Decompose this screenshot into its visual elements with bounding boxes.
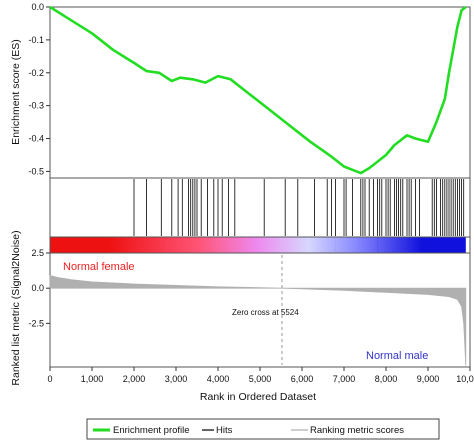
x-tick-label: 5,000 <box>249 374 272 384</box>
x-tick-label: 7,000 <box>333 374 356 384</box>
ranked-metric-panel: 2.5 0.0 -2.5 <box>28 248 471 368</box>
es-y-tick-label: -0.2 <box>28 68 44 78</box>
ranking-color-bar <box>50 237 466 253</box>
es-y-tick-label: -0.4 <box>28 134 44 144</box>
legend-box <box>86 418 440 440</box>
x-tick-label: 9,000 <box>417 374 440 384</box>
x-tick-label: 1,000 <box>81 374 104 384</box>
ranked-y-tick-label: -2.5 <box>28 318 44 328</box>
ranking-metric-area <box>49 274 467 366</box>
zero-cross-label: Zero cross at 5524 <box>232 308 299 317</box>
legend-label-hits: Hits <box>216 425 233 436</box>
es-y-tick-label: -0.1 <box>28 35 44 45</box>
x-axis: 0 1,000 2,000 3,000 4,000 5,000 6,000 7,000 8,00… <box>47 367 474 384</box>
right-phenotype-label: Normal male <box>366 350 428 362</box>
x-tick-label: 6,000 <box>291 374 314 384</box>
es-y-tick-label: -0.3 <box>28 101 44 111</box>
ranked-y-tick-label: 0.0 <box>31 283 44 293</box>
legend-label-ranking: Ranking metric scores <box>310 425 404 436</box>
x-axis-label: Rank in Ordered Dataset <box>200 391 316 403</box>
x-tick-label: 8,000 <box>375 374 398 384</box>
legend: Enrichment profile Hits Ranking metric s… <box>86 418 440 440</box>
ranked-y-tick-label: 2.5 <box>31 248 44 258</box>
x-tick-label: 10,000 <box>456 374 474 384</box>
x-tick-label: 0 <box>47 374 52 384</box>
x-tick-label: 2,000 <box>123 374 146 384</box>
legend-label-enrichment: Enrichment profile <box>113 425 190 436</box>
x-tick-label: 3,000 <box>165 374 188 384</box>
ranking-heatmap-bar <box>49 236 471 254</box>
left-phenotype-label: Normal female <box>63 261 135 273</box>
es-y-axis-label: Enrichment score (ES) <box>10 39 22 145</box>
ranked-plot-frame <box>49 252 471 368</box>
es-y-tick-label: -0.5 <box>28 166 44 176</box>
enrichment-score-panel: 0.0 -0.1 -0.2 -0.3 -0.4 -0.5 <box>28 2 471 179</box>
ranked-y-axis-label: Ranked list metric (Signal2Noise) <box>10 230 22 385</box>
x-tick-label: 4,000 <box>207 374 230 384</box>
hits-panel <box>49 177 471 238</box>
es-plot-frame <box>49 6 471 179</box>
enrichment-profile-line <box>49 5 467 175</box>
es-y-tick-label: 0.0 <box>31 2 44 12</box>
